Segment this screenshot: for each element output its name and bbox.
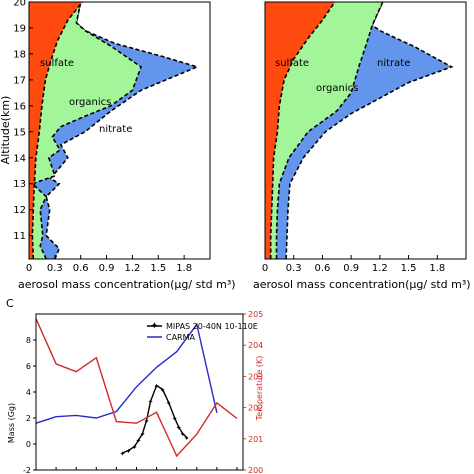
series-mipas-line: [122, 384, 188, 454]
panel-a-organics-area: [29, 2, 141, 259]
series-carma-line: [35, 322, 218, 424]
panel-b-xtick-label: 1.2: [372, 263, 388, 274]
series-mipas-point: ✦: [160, 386, 166, 394]
panel-b-xtick-label: 1.8: [429, 263, 445, 274]
panel-a-xtick-label: 1.2: [124, 263, 140, 274]
panel-b-sulfate-area: [265, 2, 335, 259]
panel-c-ylabel-right: Temperature (K): [255, 356, 264, 422]
legend-mipas-label: MIPAS 20-40N 10-110E: [166, 322, 258, 331]
series-mipas-point: ✦: [148, 398, 154, 406]
panel-a-xtick-label: 1.8: [176, 263, 192, 274]
panel-b-organics-boundary: [275, 1, 384, 259]
panel-a-nitrate-boundary: [45, 1, 200, 260]
panel-a-xlabel: aerosol mass concentration(μg/ std m³): [18, 278, 236, 291]
panel-a-ytick-label: 14: [13, 153, 26, 164]
series-mipas-point: ✦: [176, 424, 182, 432]
panel-a-xtick-label: 0: [26, 263, 32, 274]
legend-mipas-marker: ✦: [150, 321, 158, 332]
panel-c-ytick-right-label: 202: [248, 404, 263, 413]
panel-a-sulfate-label: sulfate: [40, 58, 74, 69]
panel-a-ytick-label: 15: [13, 127, 26, 138]
panel-a-nitrate-label: nitrate: [99, 124, 132, 135]
panel-c-ytick-label: -2: [23, 466, 31, 474]
panel-b-xlabel: aerosol mass concentration(μg/ std m³): [253, 278, 471, 291]
legend-carma-label: CARMA: [166, 333, 196, 342]
panel-a-ytick-label: 20: [13, 0, 26, 9]
panel-b-xtick-label: 0.3: [286, 263, 302, 274]
series-mipas-point: ✦: [166, 399, 172, 407]
series-mipas-point: ✦: [126, 448, 132, 456]
panel-c-ytick-right-label: 203: [248, 372, 263, 381]
panel-b-nitrate-boundary: [285, 1, 454, 260]
panel-a-ytick-label: 11: [13, 231, 26, 242]
series-mipas-point: ✦: [119, 450, 125, 458]
panel-c-ytick-label: 8: [26, 336, 31, 345]
panel-a-organics-boundary: [30, 1, 142, 260]
panel-a-ytick-label: 12: [13, 205, 26, 216]
series-mipas-point: ✦: [144, 418, 150, 426]
panel-a-ytick-label: 18: [13, 49, 26, 60]
panel-c-ylabel: Mass (Gg): [7, 403, 16, 443]
panel-a-xtick-label: 0.9: [99, 263, 115, 274]
panel-a-frame: [28, 1, 211, 260]
series-temperature-line: [35, 318, 238, 458]
panel-c-ytick-right-label: 201: [248, 435, 263, 444]
series-mipas-point: ✦: [136, 437, 142, 445]
panel-b-xtick-label: 0.6: [314, 263, 330, 274]
panel-b-frame: [264, 1, 467, 260]
series-mipas-point: ✦: [140, 431, 146, 439]
series-mipas-point: ✦: [132, 444, 138, 452]
panel-b-organics-area: [265, 2, 383, 259]
panel-a-ytick-label: 13: [13, 179, 26, 190]
panel-a-xtick-label: 0.6: [73, 263, 89, 274]
series-mipas-point: ✦: [184, 435, 190, 443]
panel-b-organics-label: organics: [316, 83, 358, 94]
series-mipas-point: ✦: [172, 415, 178, 423]
panel-a-sulfate-boundary: [31, 1, 84, 260]
panel-c-ytick-label: 2: [26, 414, 31, 423]
panel-c-letter: C: [6, 297, 14, 310]
panel-c-ytick-right-label: 204: [248, 341, 263, 350]
panel-a: 0 0.3 0.6 0.9 1.2 1.5 1.8 11 12 13 14 15 16 17 18 19 20…: [0, 0, 236, 291]
panel-b-nitrate-label: nitrate: [377, 58, 410, 69]
panel-a-ytick-label: 16: [13, 101, 26, 112]
panel-b: 0 0.3 0.6 0.9 1.2 1.5 1.8 sulfate organics nit…: [253, 1, 471, 291]
legend: ✦ MIPAS 20-40N 10-110E CARMA: [147, 321, 258, 342]
panel-b-sulfate-label: sulfate: [275, 58, 309, 69]
panel-c-ytick-label: 6: [26, 362, 31, 371]
series-mipas-point: ✦: [180, 431, 186, 439]
panel-c-ytick-label: 4: [26, 388, 31, 397]
panel-a-sulfate-area: [29, 2, 83, 259]
panel-c-ytick-label: 0: [26, 440, 31, 449]
panel-b-xtick-label: 1.5: [401, 263, 417, 274]
panel-b-xtick-label: 0: [262, 263, 268, 274]
panel-a-organics-label: organics: [69, 97, 111, 108]
panel-a-ylabel: Altitude(km): [0, 96, 12, 165]
panel-a-ytick-label: 17: [13, 75, 26, 86]
series-mipas-point: ✦: [154, 383, 160, 391]
panel-c-ytick-right-label: 205: [248, 310, 263, 319]
panel-a-xtick-label: 1.5: [150, 263, 166, 274]
panel-b-xtick-label: 0.9: [343, 263, 359, 274]
panel-c-ytick-right-label: 200: [248, 466, 263, 474]
panel-a-xtick-label: 0.3: [47, 263, 63, 274]
panel-a-ytick-label: 19: [13, 23, 26, 34]
